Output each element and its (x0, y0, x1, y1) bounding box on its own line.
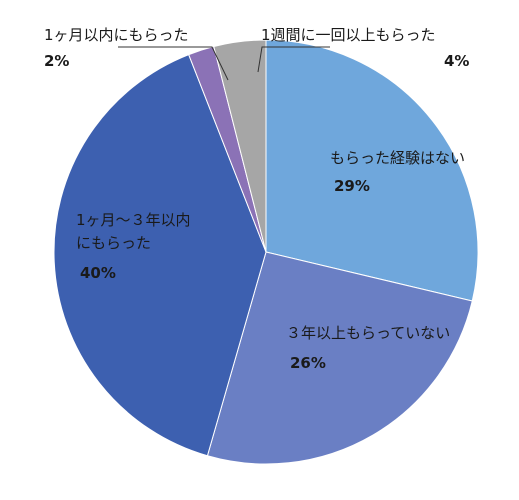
slice-label-over-3-years: ３年以上もらっていない (286, 324, 450, 342)
slice-label-no-experience: もらった経験はない (330, 149, 465, 167)
slice-value-no-experience: 29% (334, 177, 370, 195)
pie-slice-weekly (213, 39, 267, 253)
slice-label-within-1month: 1ヶ月以内にもらった (44, 26, 189, 44)
slice-label-1month-3years-line2: にもらった (76, 234, 151, 252)
slice-value-within-1month: 2% (44, 52, 69, 70)
leader-line-1month (118, 46, 229, 81)
pie-slices (53, 39, 479, 465)
pie-slice-1month-3years (53, 53, 267, 457)
slice-label-1month-3years-line1: 1ヶ月～３年以内 (76, 211, 191, 229)
slice-value-over-3-years: 26% (290, 354, 326, 372)
pie-slice-over-3-years (206, 251, 473, 465)
slice-value-1month-3years: 40% (80, 264, 116, 282)
leader-line-1week (257, 46, 330, 73)
slice-value-weekly: 4% (444, 52, 469, 70)
pie-slice-no-experience (265, 39, 479, 302)
slice-label-weekly: 1週間に一回以上もらった (261, 26, 436, 44)
